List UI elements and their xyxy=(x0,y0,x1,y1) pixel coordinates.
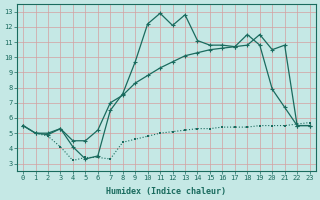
X-axis label: Humidex (Indice chaleur): Humidex (Indice chaleur) xyxy=(106,187,226,196)
